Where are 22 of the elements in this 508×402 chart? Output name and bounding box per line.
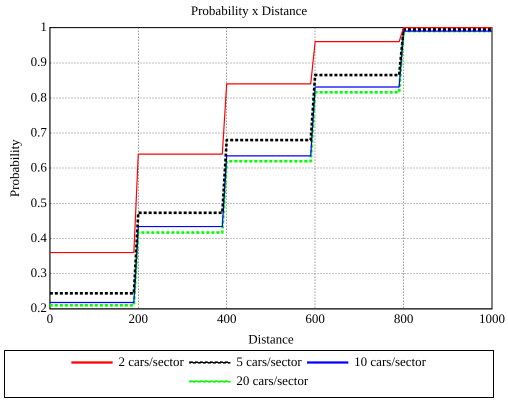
y-tick-label: 0.8 xyxy=(30,89,47,104)
y-axis-title: Probability xyxy=(7,138,22,198)
y-tick-label: 0.3 xyxy=(30,265,47,280)
y-tick-label: 0.6 xyxy=(30,160,48,175)
legend-label: 5 cars/sector xyxy=(236,354,302,369)
x-axis-title: Distance xyxy=(248,332,294,347)
y-tick-label: 0.2 xyxy=(30,300,47,316)
y-tick-label: 0.5 xyxy=(30,194,47,210)
legend-label: 2 cars/sector xyxy=(118,354,185,369)
x-tick-label: 600 xyxy=(305,311,325,326)
y-tick-label: 0.9 xyxy=(30,54,47,70)
legend-label: 20 cars/sector xyxy=(236,372,309,388)
x-tick-label: 1000 xyxy=(479,311,505,326)
x-tick-label: 200 xyxy=(128,311,148,326)
legend-label: 10 cars/sector xyxy=(354,354,427,369)
y-tick-label: 1 xyxy=(40,19,47,34)
y-tick-label: 0.7 xyxy=(30,124,48,140)
y-tick-label: 0.4 xyxy=(30,230,48,245)
chart-title: Probability x Distance xyxy=(190,3,308,18)
x-tick-label: 800 xyxy=(394,311,414,326)
x-tick-label: 0 xyxy=(46,311,54,326)
x-tick-label: 400 xyxy=(216,311,236,326)
